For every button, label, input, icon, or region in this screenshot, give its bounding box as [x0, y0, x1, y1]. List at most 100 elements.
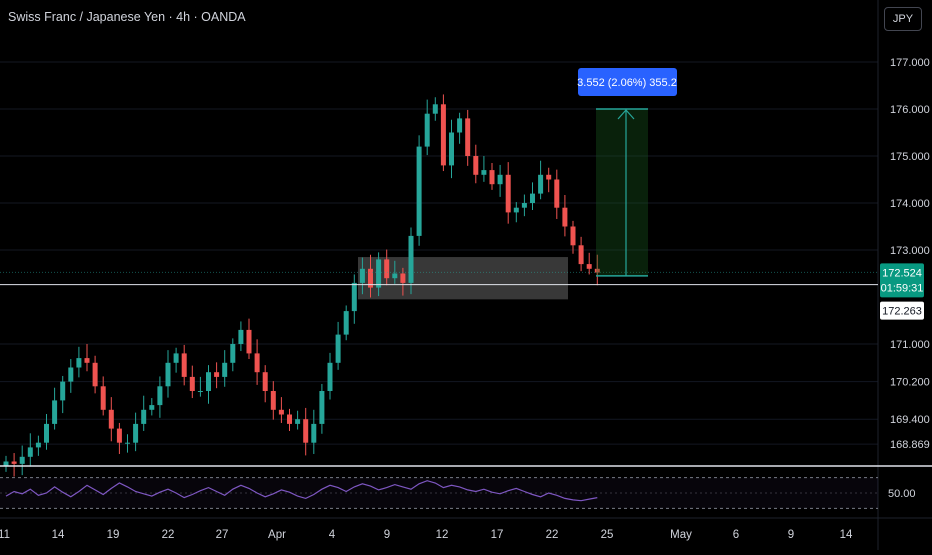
time-tick-label: 25 — [601, 529, 614, 541]
time-tick-label: 17 — [491, 529, 504, 541]
time-tick-label: 9 — [788, 529, 794, 541]
candle-body — [408, 235, 414, 283]
horizontal-line-label: 172.263 — [882, 306, 922, 318]
candle-body — [254, 353, 260, 373]
time-tick-label: 4 — [329, 529, 336, 541]
candle-body — [554, 179, 560, 208]
time-tick-label: 14 — [840, 529, 853, 541]
candle-body — [214, 372, 220, 377]
price-tick-label: 177.000 — [890, 57, 930, 69]
rsi-tick-label: 50.00 — [888, 488, 916, 500]
time-tick-label: Apr — [268, 529, 286, 541]
candle-body — [197, 391, 203, 392]
candle-body — [335, 334, 341, 363]
candle-body — [530, 193, 535, 203]
chart-title: Swiss Franc / Japanese Yen · 4h · OANDA — [8, 10, 246, 24]
candle-body — [52, 400, 58, 424]
candle-body — [481, 170, 487, 175]
candle-body — [165, 362, 171, 387]
candle-body — [505, 174, 511, 213]
current-price-badge — [880, 263, 924, 298]
candle-body — [473, 156, 479, 175]
candle-body — [84, 358, 90, 363]
price-tick-label: 175.000 — [890, 151, 930, 163]
candle-body — [278, 409, 284, 415]
time-tick-label: 6 — [733, 529, 739, 541]
time-tick-label: 9 — [384, 529, 390, 541]
candle-body — [562, 207, 568, 227]
candle-body — [206, 372, 211, 391]
candle-body — [594, 268, 600, 273]
candle-body — [489, 170, 495, 185]
candle-body — [60, 381, 66, 401]
rsi-line — [5, 480, 598, 502]
candle-body — [392, 273, 398, 279]
candle-body — [141, 409, 147, 424]
candle-body — [230, 344, 236, 363]
measure-range-box — [596, 109, 648, 276]
measure-arrow-head — [617, 109, 635, 120]
candle-body — [368, 268, 373, 288]
candle-body — [222, 362, 228, 377]
candle-body — [497, 174, 503, 185]
candle-body — [457, 118, 463, 133]
countdown-timer: 01:59:31 — [881, 282, 924, 294]
price-tick-label: 170.200 — [890, 377, 930, 389]
candle-body — [465, 118, 471, 156]
price-tick-label: 176.000 — [890, 104, 930, 116]
candle-body — [327, 362, 333, 391]
candle-body — [19, 456, 25, 464]
candle-body — [270, 391, 276, 410]
price-tick-label: 169.400 — [890, 414, 930, 426]
time-tick-label: 27 — [216, 529, 229, 541]
candle-body — [303, 419, 309, 443]
price-tick-label: 174.000 — [890, 198, 930, 210]
candle-body — [376, 259, 382, 288]
candle-body — [432, 104, 438, 114]
currency-button[interactable]: JPY — [884, 7, 922, 31]
candle-body — [359, 268, 365, 283]
candle-body — [538, 174, 544, 194]
candle-body — [570, 226, 576, 246]
candle-body — [133, 423, 139, 443]
time-tick-label: 22 — [546, 529, 559, 541]
measure-label-box — [578, 68, 677, 96]
time-tick-label: May — [670, 529, 692, 541]
candle-body — [449, 132, 454, 166]
candle-body — [546, 174, 552, 180]
current-price-label: 172.524 — [882, 267, 922, 279]
candle-body — [11, 461, 17, 464]
candle-body — [351, 282, 357, 312]
price-tick-label: 171.000 — [890, 339, 930, 351]
candle-body — [295, 419, 301, 424]
candle-body — [416, 146, 422, 236]
candle-body — [319, 391, 325, 424]
time-tick-label: 22 — [162, 529, 175, 541]
candle-body — [3, 461, 9, 467]
candle-body — [100, 386, 106, 410]
candle-body — [157, 386, 163, 406]
candle-body — [400, 273, 406, 283]
candle-body — [92, 362, 98, 387]
candle-body — [513, 207, 519, 213]
candle-body — [108, 409, 114, 429]
candle-body — [173, 353, 179, 363]
candle-body — [181, 353, 187, 377]
candle-body — [262, 372, 268, 391]
candle-body — [586, 264, 592, 269]
candle-body — [149, 405, 155, 410]
candle-body — [343, 311, 349, 335]
horizontal-line-badge — [880, 301, 924, 320]
candle-body — [246, 329, 252, 354]
time-tick-label: 11 — [0, 529, 10, 541]
candle-body — [578, 245, 584, 265]
candle-body — [384, 259, 390, 279]
candle-body — [125, 442, 130, 444]
candle-body — [238, 329, 244, 344]
rsi-band — [0, 477, 878, 509]
time-tick-label: 12 — [436, 529, 449, 541]
demand-zone — [358, 257, 568, 300]
candle-body — [116, 428, 122, 443]
